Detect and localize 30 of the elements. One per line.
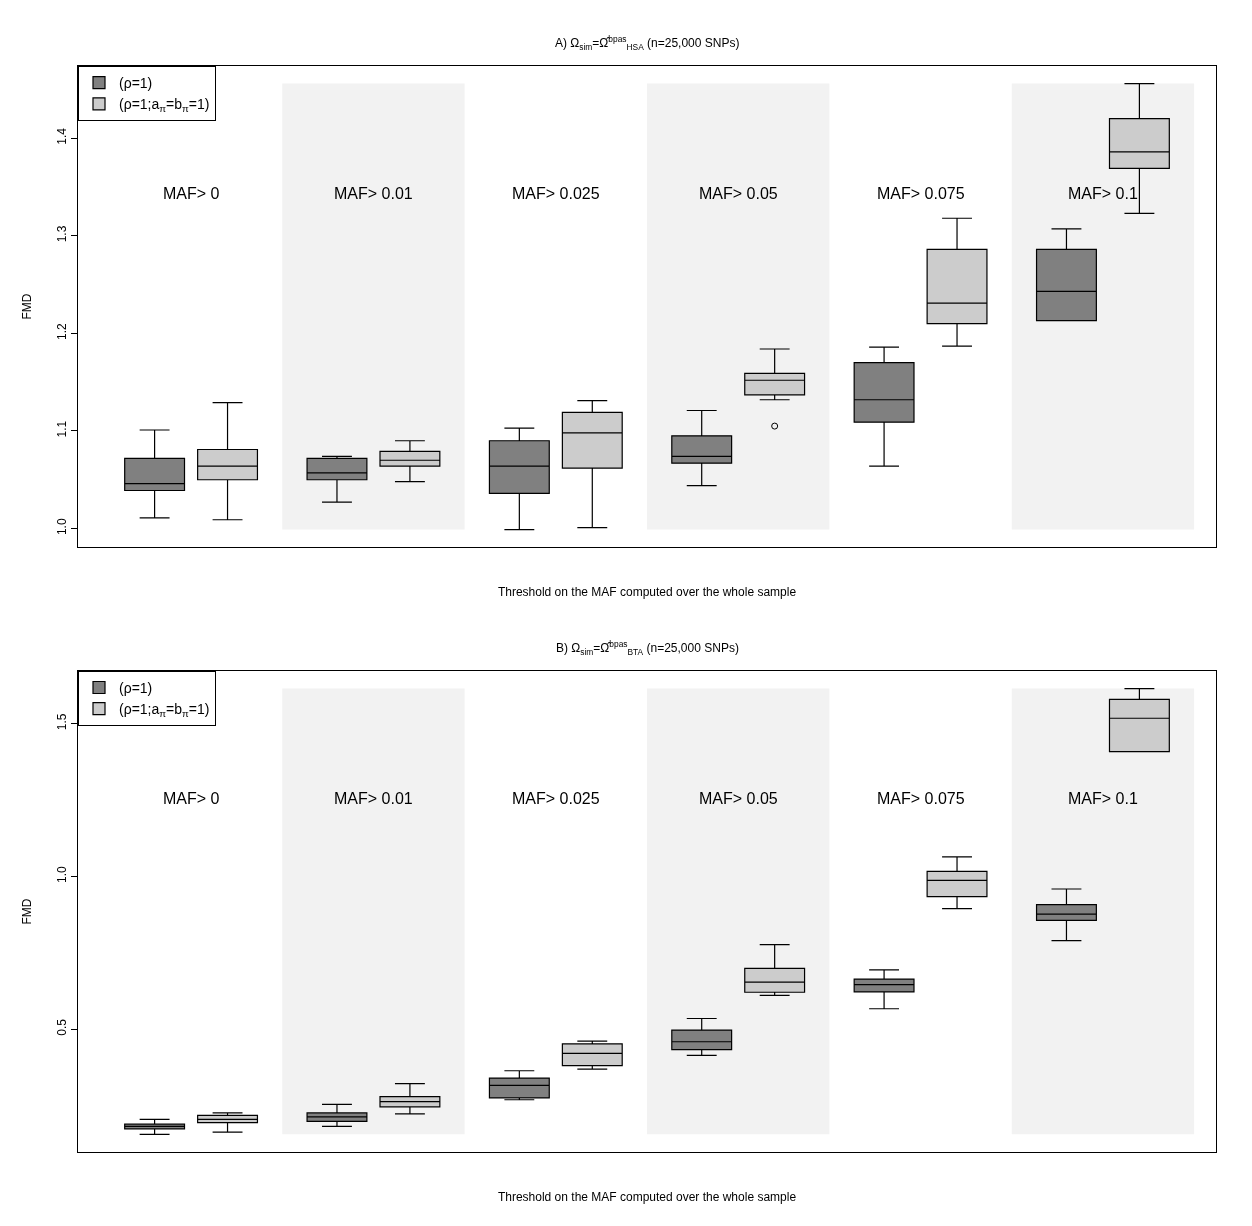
- category-label: MAF> 0: [163, 185, 220, 202]
- legend-label: (ρ=1;a$_{π}$=b$_{π}$=1): [119, 96, 210, 115]
- category-label: MAF> 0.025: [512, 185, 600, 202]
- category-label: MAF> 0.075: [877, 790, 965, 807]
- legend-label: (ρ=1): [119, 75, 153, 92]
- category-label: MAF> 0: [163, 790, 220, 807]
- y-axis-title: FMD: [20, 293, 35, 320]
- y-tick-label: 1.2: [55, 322, 70, 340]
- category-label: MAF> 0.075: [877, 185, 965, 202]
- y-tick-label: 1.3: [55, 225, 70, 243]
- text: MAF> 0.1: [1068, 790, 1138, 807]
- chart-title: B) Ω$_{sim}$=Ω̂$^{bpas}$$_{BTA}$ (n=25,000 SNPs): [556, 639, 739, 657]
- chart-title: A) Ω$_{sim}$=Ω̂$^{bpas}$$_{HSA}$ (n=25,000 SNPs): [555, 34, 740, 52]
- y-tick-label: 1.5: [55, 713, 70, 731]
- legend-label: (ρ=1;a$_{π}$=b$_{π}$=1): [119, 701, 210, 720]
- legend-label: (ρ=1): [119, 679, 153, 696]
- x-axis-title: Threshold on the MAF computed over the whole sample: [497, 585, 797, 600]
- y-tick-label: 1.0: [55, 866, 70, 884]
- y-tick-label: 1.1: [55, 420, 70, 438]
- text: MAF> 0.05: [699, 790, 778, 807]
- y-tick-label: 1.0: [55, 518, 70, 536]
- category-label: MAF> 0.01: [334, 185, 413, 202]
- category-label: MAF> 0.025: [512, 790, 600, 807]
- category-label: MAF> 0.05: [699, 185, 778, 202]
- y-axis-title: FMD: [20, 898, 35, 925]
- text: MAF> 0.01: [334, 790, 413, 807]
- x-axis-title: Threshold on the MAF computed over the whole sample: [497, 1190, 797, 1204]
- y-tick-label: 1.4: [55, 127, 70, 145]
- category-label: MAF> 0.1: [1068, 185, 1138, 202]
- y-tick-label: 0.5: [55, 1018, 70, 1036]
